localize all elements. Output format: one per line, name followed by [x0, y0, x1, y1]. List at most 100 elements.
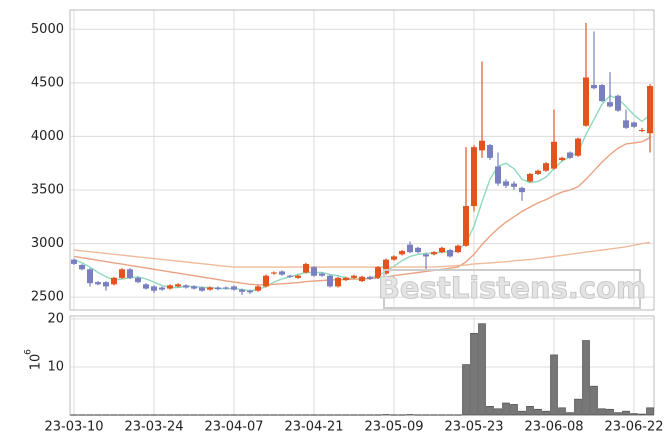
volume-bar	[326, 414, 334, 416]
candle-body	[599, 85, 605, 102]
y-offset-base: 10	[29, 354, 44, 371]
watermark: BestListens.com	[377, 269, 647, 309]
candle-body	[95, 282, 101, 285]
candle-body	[391, 256, 397, 260]
candle-body	[591, 85, 597, 89]
candle-body	[423, 254, 429, 257]
volume-bar	[86, 414, 94, 416]
candle-body	[167, 285, 173, 289]
volume-bar	[214, 414, 222, 416]
candle-body	[111, 277, 117, 285]
candle-body	[183, 285, 189, 288]
volume-bar	[126, 414, 134, 416]
volume-bar	[398, 414, 406, 416]
plot-frame	[69, 315, 655, 416]
volume-bar	[286, 414, 294, 416]
volume-bar	[574, 398, 582, 416]
volume-bar	[310, 414, 318, 416]
volume-bar	[118, 414, 126, 416]
x-tick-label: 23-03-24	[124, 420, 183, 435]
volume-bar	[598, 408, 606, 416]
candle-body	[247, 290, 253, 293]
volume-bar	[534, 408, 542, 416]
volume-bar	[342, 414, 350, 416]
candle-body	[575, 138, 581, 156]
volume-bar	[174, 414, 182, 416]
watermark-text: BestListens.com	[378, 271, 646, 305]
candle-body	[71, 259, 77, 264]
volume-bar	[110, 414, 118, 416]
candle-body	[343, 277, 349, 280]
volume-bar	[422, 414, 430, 416]
volume-bar	[382, 414, 390, 416]
volume-bar	[566, 412, 574, 416]
candle-body	[463, 206, 469, 246]
volume-bar	[278, 414, 286, 416]
candle-body	[319, 273, 325, 276]
volume-bar	[558, 407, 566, 416]
candle-body	[335, 277, 341, 287]
volume-bar	[94, 414, 102, 416]
candle-body	[567, 152, 573, 158]
candle-body	[191, 286, 197, 289]
x-tick-label: 23-06-22	[604, 420, 663, 435]
volume-bar	[142, 414, 150, 416]
candle-body	[503, 181, 509, 186]
volume-bar	[430, 414, 438, 416]
plot-frame	[69, 9, 655, 311]
candle-body	[295, 275, 301, 278]
candle-body	[583, 77, 589, 126]
volume-bar	[230, 414, 238, 416]
moving-average-line	[73, 241, 651, 268]
volume-bar	[246, 414, 254, 416]
y-tick-label: 2500	[31, 290, 64, 305]
watermark-box	[383, 269, 641, 309]
candle-body	[175, 284, 181, 287]
candle-body	[327, 275, 333, 287]
volume-bar	[526, 406, 534, 416]
candle-body	[207, 287, 213, 290]
volume-bar	[350, 414, 358, 416]
candle-body	[79, 265, 85, 270]
moving-average-line	[73, 94, 651, 292]
volume-bar	[486, 406, 494, 416]
candle-body	[271, 272, 277, 274]
volume-bar	[510, 404, 518, 416]
volume-bar	[406, 414, 414, 416]
volume-bar	[614, 412, 622, 416]
volume-bar	[198, 414, 206, 416]
volume-bar	[78, 414, 86, 416]
candle-body	[359, 276, 365, 282]
volume-bar	[318, 414, 326, 416]
volume-bar	[550, 354, 558, 416]
candle-body	[119, 269, 125, 278]
volume-bar	[622, 410, 630, 416]
candle-body	[135, 277, 141, 283]
y-tick-label: 4500	[31, 75, 64, 90]
volume-bar	[462, 364, 470, 416]
candle-body	[455, 245, 461, 253]
candle-body	[527, 173, 533, 182]
volume-bar	[582, 340, 590, 416]
candle-body	[559, 157, 565, 160]
volume-bar	[390, 414, 398, 416]
candle-body	[287, 275, 293, 277]
volume-bar	[294, 414, 302, 416]
volume-bar	[102, 414, 110, 416]
volume-bar	[238, 414, 246, 416]
candle-body	[511, 183, 517, 187]
candle-body	[367, 276, 373, 279]
candle-body	[199, 287, 205, 291]
x-tick-label: 23-03-10	[44, 420, 103, 435]
candle-body	[143, 284, 149, 289]
volume-bar	[478, 323, 486, 416]
volume-bar	[158, 414, 166, 416]
candle-body	[103, 282, 109, 287]
candle-body	[535, 170, 541, 174]
candle-body	[623, 120, 629, 128]
candle-body	[215, 287, 221, 290]
candle-body	[351, 275, 357, 278]
volume-bar	[638, 413, 646, 416]
candle-body	[263, 275, 269, 287]
x-tick-label: 23-04-21	[284, 420, 343, 435]
